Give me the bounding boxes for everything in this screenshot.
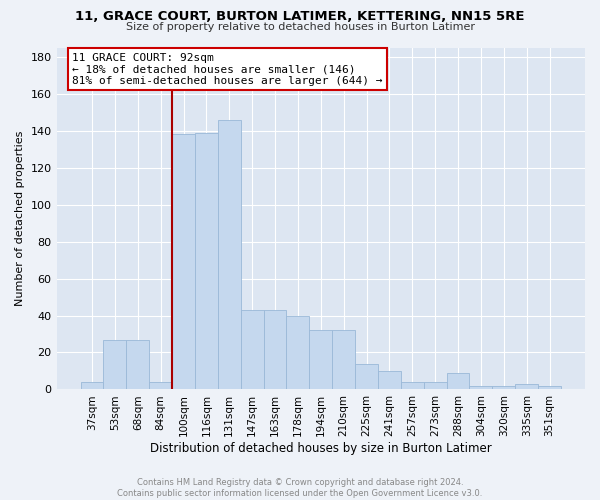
Bar (332, 330, 355, 390)
Bar (80, 382, 103, 390)
Bar (355, 364, 378, 390)
Bar (127, 340, 149, 390)
Bar (401, 382, 424, 390)
Text: Size of property relative to detached houses in Burton Latimer: Size of property relative to detached ho… (125, 22, 475, 32)
Bar (310, 330, 332, 390)
Bar (424, 382, 446, 390)
Bar (378, 371, 401, 390)
Bar (218, 120, 241, 390)
Text: 11, GRACE COURT, BURTON LATIMER, KETTERING, NN15 5RE: 11, GRACE COURT, BURTON LATIMER, KETTERI… (75, 10, 525, 23)
Bar (493, 386, 515, 390)
Bar (263, 310, 286, 390)
Bar (172, 134, 195, 390)
Y-axis label: Number of detached properties: Number of detached properties (15, 131, 25, 306)
Bar (515, 384, 538, 390)
Bar (241, 310, 263, 390)
X-axis label: Distribution of detached houses by size in Burton Latimer: Distribution of detached houses by size … (150, 442, 491, 455)
Bar (103, 340, 127, 390)
Bar (195, 132, 218, 390)
Bar (538, 386, 561, 390)
Bar (286, 316, 310, 390)
Text: 11 GRACE COURT: 92sqm
← 18% of detached houses are smaller (146)
81% of semi-det: 11 GRACE COURT: 92sqm ← 18% of detached … (73, 52, 383, 86)
Bar (149, 382, 172, 390)
Bar (469, 386, 493, 390)
Text: Contains HM Land Registry data © Crown copyright and database right 2024.
Contai: Contains HM Land Registry data © Crown c… (118, 478, 482, 498)
Bar (446, 373, 469, 390)
